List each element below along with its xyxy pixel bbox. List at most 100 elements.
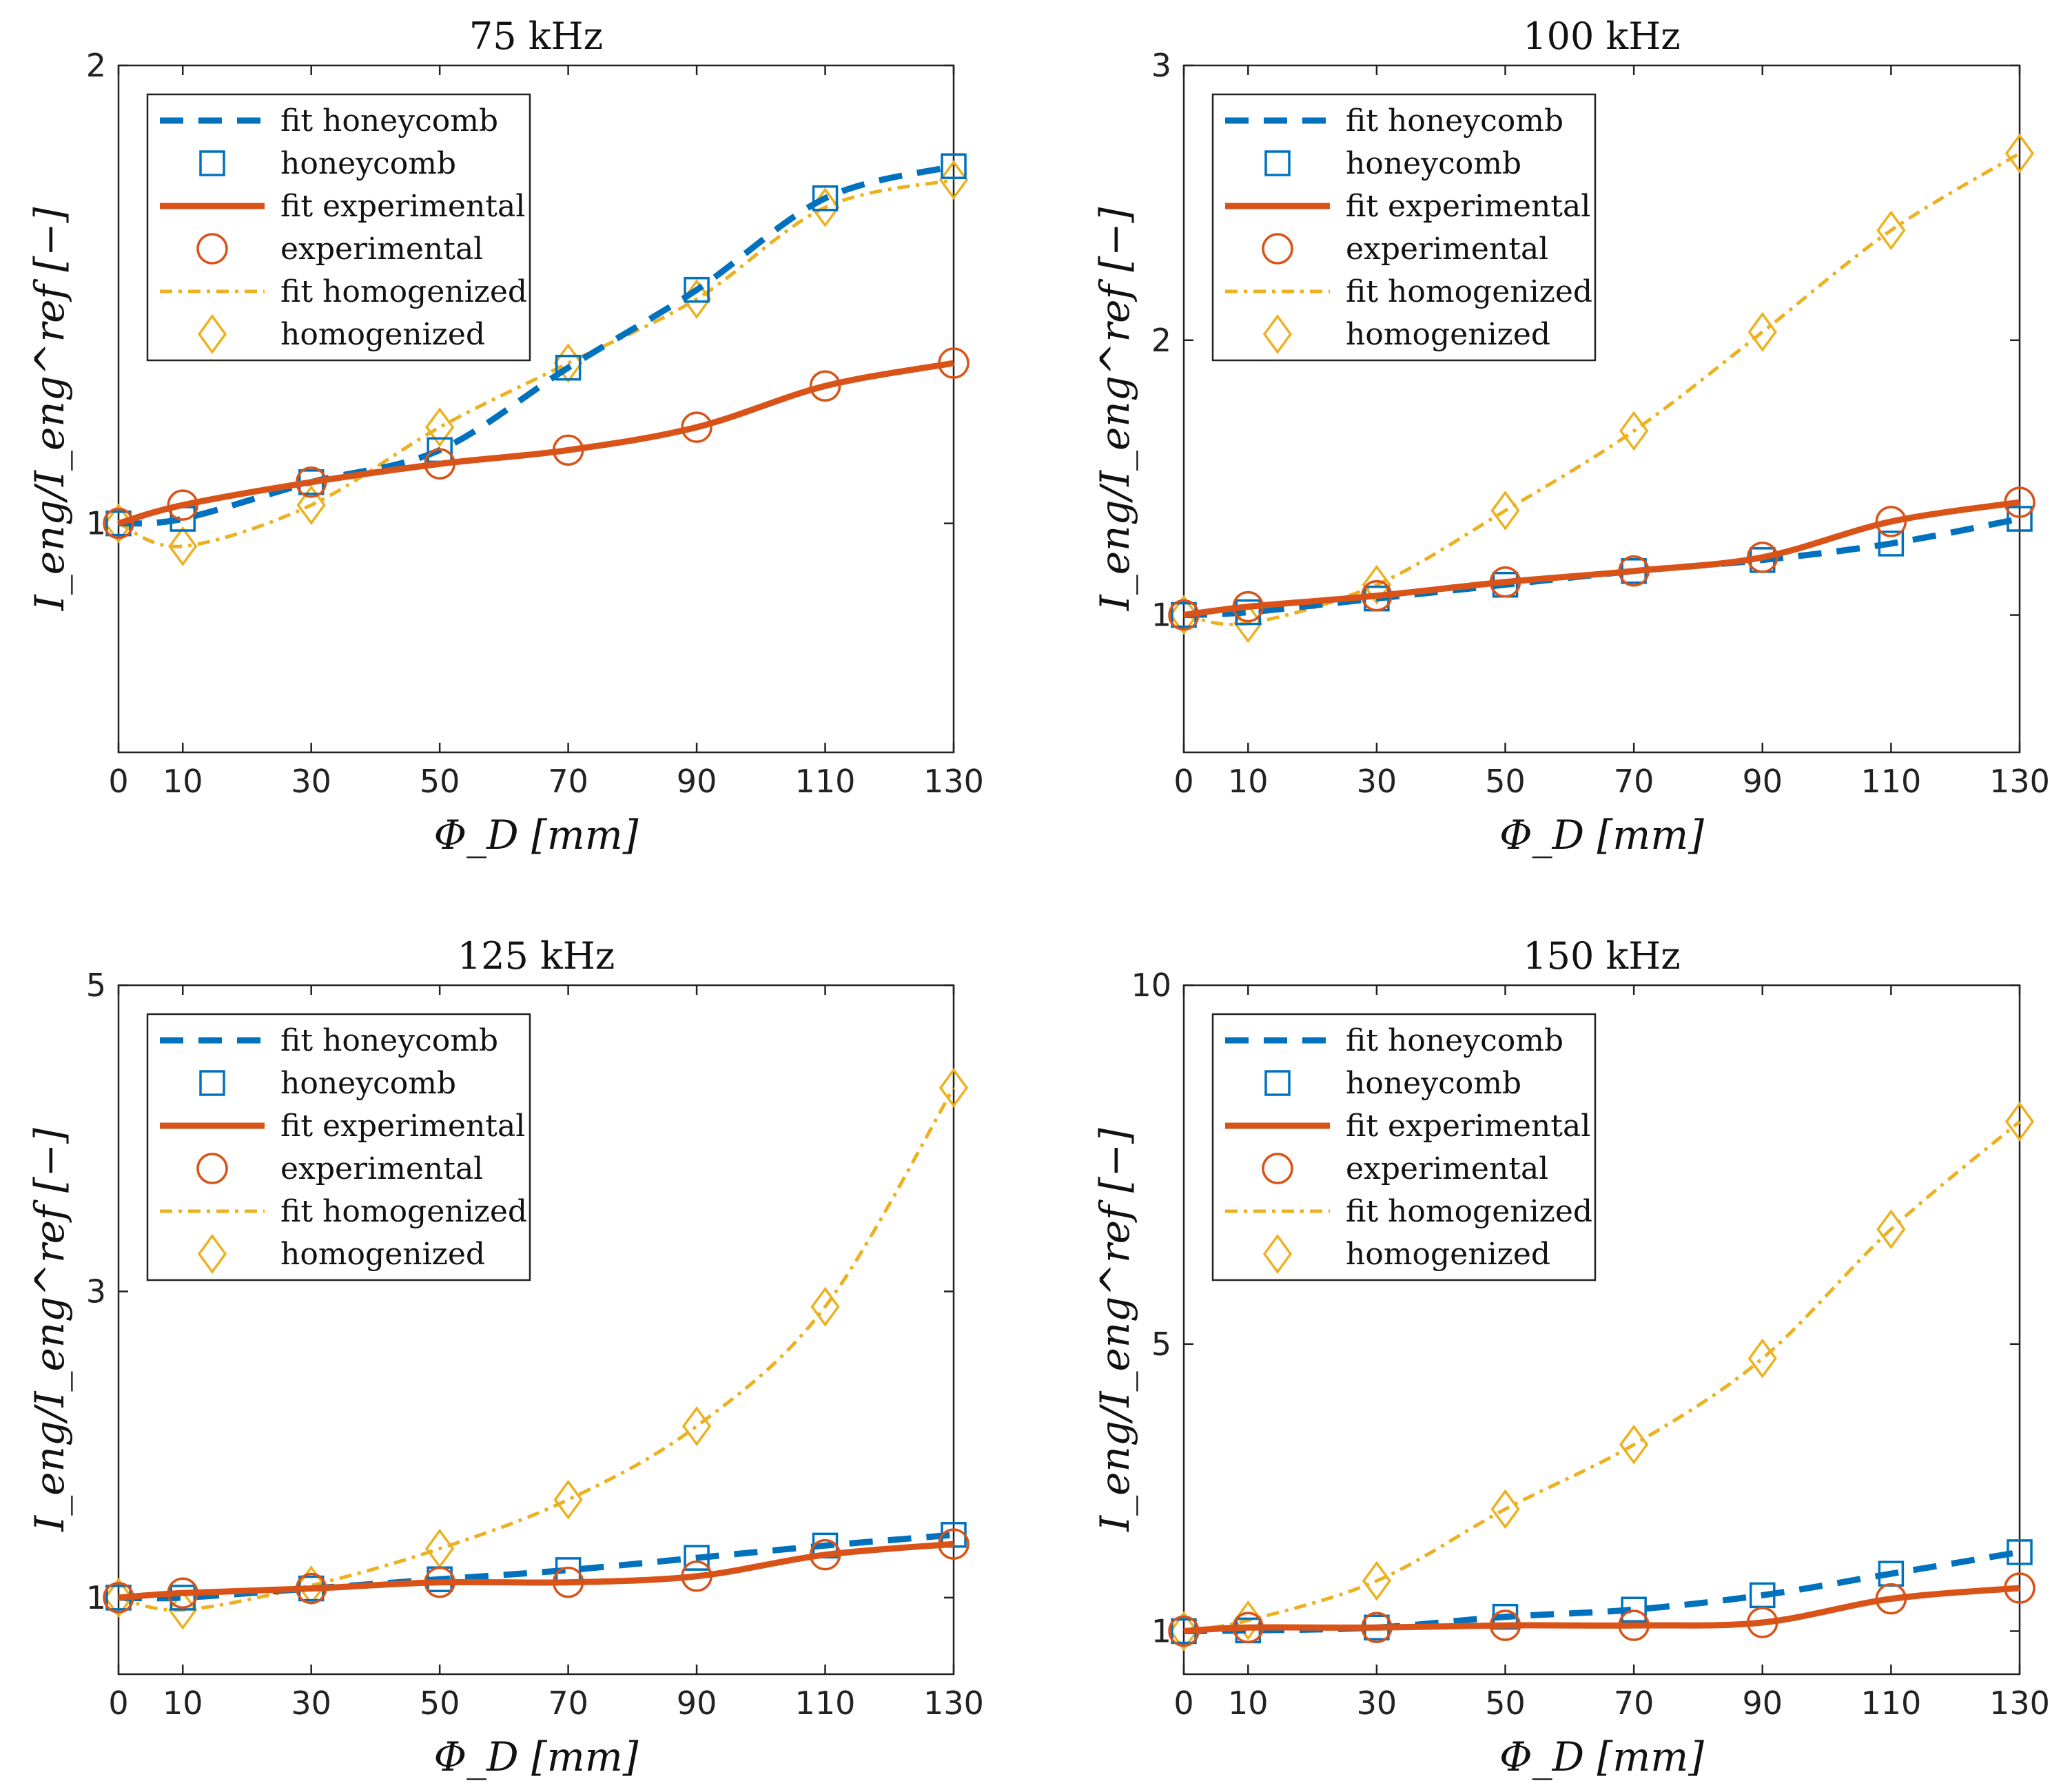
data-point-experimental bbox=[1618, 1609, 1650, 1641]
data-point-homogenized bbox=[1619, 411, 1649, 451]
x-axis-label: Φ_D [mm] bbox=[434, 812, 639, 858]
data-point-honeycomb bbox=[555, 354, 582, 381]
data-point-homogenized bbox=[424, 407, 455, 448]
data-point-homogenized bbox=[681, 1406, 712, 1446]
x-tick-label: 0 bbox=[108, 1685, 128, 1722]
data-point-homogenized bbox=[1362, 564, 1392, 605]
data-point-experimental bbox=[295, 1572, 327, 1605]
x-tick-label: 50 bbox=[420, 1685, 460, 1722]
x-tick-label: 10 bbox=[163, 1685, 203, 1722]
x-tick-label: 10 bbox=[1228, 763, 1269, 800]
x-tick-label: 0 bbox=[108, 763, 128, 800]
y-axis-label: I_eng/I_eng^ref [−] bbox=[1091, 1128, 1138, 1532]
data-point-experimental bbox=[1232, 590, 1264, 623]
chart-panel-1: 75 kHz 0 10 30 50 70 90 110 130 1 2 Φ_D [mm] I_eng/I… bbox=[26, 14, 984, 858]
legend-label: experimental bbox=[1346, 231, 1548, 267]
data-point-honeycomb bbox=[105, 510, 132, 537]
x-tick-label: 70 bbox=[1614, 1685, 1654, 1722]
chart-panel-2: 100 kHz 0 10 30 50 70 90 110 130 1 2 3 Φ_D [mm] I_eng… bbox=[1091, 14, 2050, 858]
x-tick-label: 30 bbox=[291, 763, 331, 800]
legend-marker-experimental bbox=[196, 1153, 228, 1184]
legend-label: fit honeycomb bbox=[280, 103, 498, 138]
data-point-homogenized bbox=[810, 1286, 840, 1327]
legend-marker-experimental bbox=[1262, 1153, 1293, 1184]
data-point-experimental bbox=[681, 1561, 712, 1592]
x-tick-label: 110 bbox=[1860, 763, 1921, 800]
data-point-experimental bbox=[1489, 566, 1521, 598]
y-tick-label: 1 bbox=[86, 505, 106, 542]
x-axis-label: Φ_D [mm] bbox=[1499, 812, 1704, 858]
y-tick-label: 5 bbox=[1151, 1326, 1171, 1363]
data-point-experimental bbox=[938, 1528, 970, 1560]
x-tick-label: 50 bbox=[420, 763, 460, 800]
y-axis-label: I_eng/I_eng^ref [−] bbox=[1091, 207, 1138, 611]
series-experimental bbox=[103, 1528, 970, 1614]
data-point-honeycomb bbox=[170, 1585, 196, 1611]
legend-marker-homogenized bbox=[1262, 1234, 1293, 1274]
x-tick-label: 50 bbox=[1485, 1685, 1526, 1722]
x-tick-label: 90 bbox=[1742, 763, 1783, 800]
y-axis-label: I_eng/I_eng^ref [−] bbox=[26, 207, 73, 611]
data-point-experimental bbox=[938, 347, 970, 379]
legend-label: fit experimental bbox=[1346, 1109, 1590, 1144]
legend-label: homogenized bbox=[1346, 317, 1550, 352]
legend-marker-honeycomb bbox=[1264, 150, 1291, 176]
y-axis-label: I_eng/I_eng^ref [−] bbox=[26, 1128, 73, 1532]
data-point-homogenized bbox=[2004, 1101, 2035, 1142]
data-point-homogenized bbox=[553, 1479, 583, 1520]
legend-label: honeycomb bbox=[1346, 1066, 1521, 1101]
data-point-experimental bbox=[809, 1538, 841, 1571]
x-tick-label: 30 bbox=[1357, 1685, 1397, 1722]
data-point-homogenized bbox=[938, 160, 969, 200]
legend-label: honeycomb bbox=[1346, 146, 1521, 181]
data-point-experimental bbox=[552, 1566, 584, 1598]
chart-title: 125 kHz bbox=[458, 934, 615, 978]
x-tick-label: 10 bbox=[1228, 1685, 1269, 1722]
data-point-homogenized bbox=[1169, 1611, 1199, 1651]
data-point-experimental bbox=[103, 1582, 134, 1614]
data-point-honeycomb bbox=[684, 276, 710, 303]
data-point-experimental bbox=[1361, 579, 1393, 612]
legend-marker-honeycomb bbox=[199, 1070, 225, 1096]
series-homogenized bbox=[1169, 1101, 2035, 1651]
data-point-homogenized bbox=[1619, 1424, 1649, 1465]
legend-label: fit homogenized bbox=[1346, 1194, 1592, 1229]
legend-label: fit experimental bbox=[280, 189, 525, 224]
data-point-experimental bbox=[2004, 1572, 2035, 1604]
data-point-homogenized bbox=[296, 485, 326, 526]
chart-title: 100 kHz bbox=[1523, 14, 1681, 58]
data-point-experimental bbox=[552, 434, 584, 466]
series-experimental bbox=[103, 347, 970, 539]
data-point-homogenized bbox=[1876, 1209, 1906, 1250]
x-axis-label: Φ_D [mm] bbox=[434, 1733, 639, 1780]
data-point-experimental bbox=[167, 489, 198, 521]
x-tick-label: 70 bbox=[548, 1685, 588, 1722]
fit-line-homogenized bbox=[1183, 1120, 2021, 1633]
x-tick-label: 90 bbox=[677, 763, 717, 800]
x-tick-label: 30 bbox=[1357, 763, 1397, 800]
data-point-experimental bbox=[167, 1577, 198, 1609]
x-tick-label: 110 bbox=[795, 1685, 856, 1722]
series-experimental bbox=[1168, 486, 2035, 631]
data-point-homogenized bbox=[103, 1577, 134, 1618]
data-point-experimental bbox=[1747, 1607, 1778, 1638]
x-tick-label: 50 bbox=[1485, 763, 1526, 800]
data-point-experimental bbox=[2004, 486, 2035, 518]
y-tick-label: 1 bbox=[86, 1579, 106, 1616]
data-point-experimental bbox=[424, 1566, 455, 1598]
legend-label: fit experimental bbox=[280, 1109, 525, 1144]
data-point-honeycomb bbox=[1621, 1596, 1647, 1623]
data-point-experimental bbox=[1875, 506, 1907, 537]
data-point-experimental bbox=[424, 448, 455, 480]
series-homogenized bbox=[103, 1067, 969, 1630]
data-point-homogenized bbox=[938, 1067, 969, 1108]
data-point-honeycomb bbox=[684, 1545, 710, 1571]
legend-marker-homogenized bbox=[1262, 314, 1293, 354]
legend: fit honeycomb honeycomb fit experimental ex… bbox=[1211, 1013, 1597, 1281]
data-point-experimental bbox=[295, 466, 327, 498]
legend-marker-honeycomb bbox=[1264, 1070, 1291, 1096]
fit-line-homogenized bbox=[1183, 152, 2021, 626]
legend-label: experimental bbox=[280, 231, 483, 267]
data-point-experimental bbox=[1361, 1611, 1393, 1644]
